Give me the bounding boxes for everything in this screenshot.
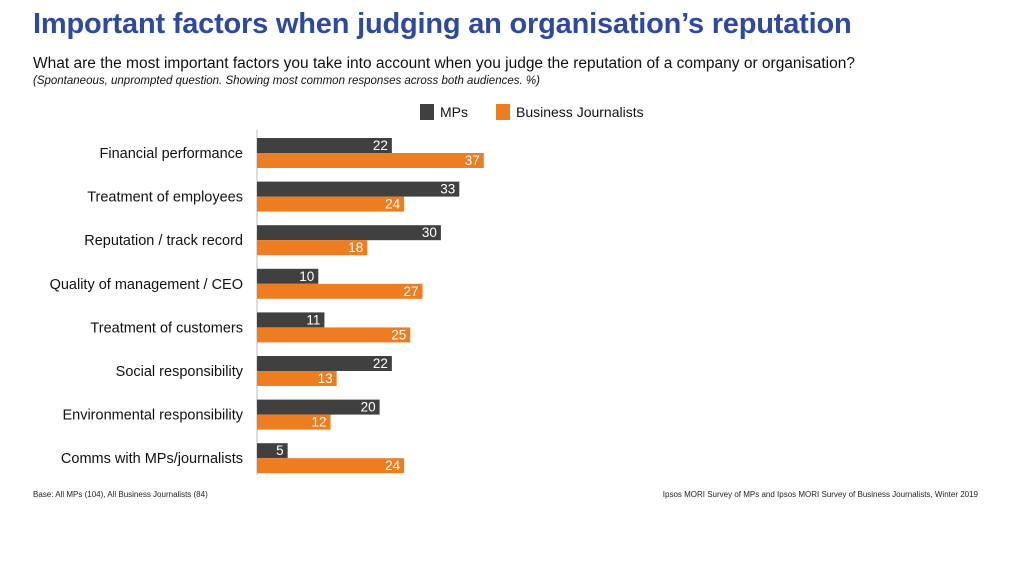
bar-journalists: [257, 196, 405, 212]
data-label: 22: [373, 356, 388, 371]
data-label: 13: [318, 371, 333, 386]
bar-journalists: [257, 371, 337, 386]
bar-mps: [257, 268, 319, 284]
bar-mps: [257, 225, 441, 241]
bar-journalists: [257, 458, 405, 474]
data-label: 27: [403, 284, 418, 299]
category-label: Treatment of employees: [87, 190, 243, 206]
bar-journalists: [257, 414, 331, 430]
question-subtitle: What are the most important factors you …: [33, 55, 855, 72]
page-title: Important factors when judging an organi…: [33, 8, 852, 40]
bar-mps: [257, 399, 380, 415]
category-label: Comms with MPs/journalists: [61, 451, 243, 467]
data-label: 18: [348, 240, 363, 255]
category-label: Quality of management / CEO: [50, 277, 243, 293]
data-label: 37: [465, 153, 480, 168]
data-label: 20: [361, 400, 376, 415]
category-label: Social responsibility: [116, 364, 244, 380]
footer-base: Base: All MPs (104), All Business Journa…: [33, 490, 208, 499]
data-label: 11: [306, 312, 320, 327]
legend-swatch-journalists: [496, 104, 510, 120]
question-note: (Spontaneous, unprompted question. Showi…: [33, 75, 540, 87]
footer-source: Ipsos MORI Survey of MPs and Ipsos MORI …: [662, 490, 978, 499]
bar-journalists: [257, 327, 411, 343]
bar-journalists: [257, 153, 484, 168]
data-label: 33: [440, 182, 455, 197]
data-label: 5: [276, 443, 284, 458]
bar-mps: [257, 181, 460, 197]
bar-mps: [257, 443, 288, 459]
bar-journalists: [257, 240, 368, 256]
data-label: 24: [385, 197, 401, 212]
data-label: 25: [391, 327, 406, 342]
data-label: 30: [422, 225, 437, 240]
data-label: 10: [299, 269, 314, 284]
legend-swatch-mps: [420, 104, 434, 120]
data-label: 24: [385, 458, 401, 473]
bar-mps: [257, 138, 392, 153]
legend-label-mps: MPs: [440, 104, 468, 120]
category-label: Treatment of customers: [90, 320, 243, 336]
category-label: Financial performance: [100, 146, 243, 162]
bar-journalists: [257, 283, 423, 299]
legend: MPs Business Journalists: [420, 104, 644, 120]
category-label: Environmental responsibility: [62, 408, 243, 424]
bar-mps: [257, 312, 325, 328]
data-label: 12: [312, 415, 327, 430]
data-label: 22: [373, 138, 388, 153]
category-label: Reputation / track record: [84, 233, 243, 249]
legend-label-journalists: Business Journalists: [516, 104, 644, 120]
bar-mps: [257, 356, 392, 371]
